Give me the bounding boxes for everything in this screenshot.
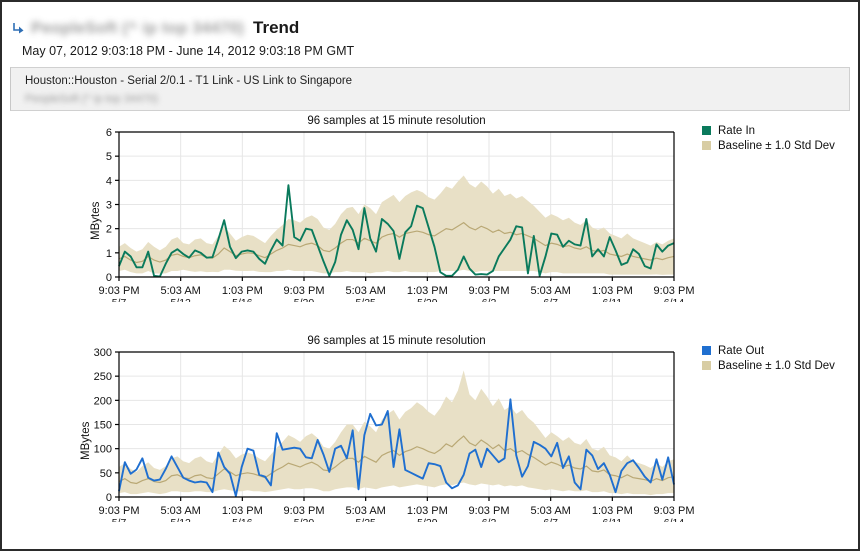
legend-swatch-baseline-in [702, 141, 711, 150]
date-range: May 07, 2012 9:03:18 PM - June 14, 2012 … [22, 44, 355, 58]
device-info-redacted-line: PeopleSoft (^ ip top 34470) [25, 93, 158, 105]
svg-text:2: 2 [106, 224, 112, 236]
svg-text:6/14: 6/14 [664, 297, 685, 302]
svg-text:5/25: 5/25 [355, 517, 376, 522]
svg-text:1: 1 [106, 248, 112, 260]
page-title: PeopleSoft (^ ip top 34470) Trend [12, 18, 858, 40]
legend-label-baseline-in: Baseline ± 1.0 Std Dev [718, 139, 835, 152]
svg-text:5:03 AM: 5:03 AM [160, 505, 200, 517]
device-info-line: Houston::Houston - Serial 2/0.1 - T1 Lin… [25, 75, 353, 87]
svg-text:6/2: 6/2 [482, 297, 497, 302]
svg-text:6/7: 6/7 [543, 517, 558, 522]
svg-text:6/14: 6/14 [664, 517, 685, 522]
legend-swatch-rate-in [702, 126, 711, 135]
svg-text:5/7: 5/7 [112, 517, 127, 522]
svg-text:9:03 PM: 9:03 PM [654, 285, 695, 297]
svg-text:5:03 AM: 5:03 AM [345, 285, 385, 297]
svg-text:50: 50 [100, 468, 112, 480]
svg-text:1:03 PM: 1:03 PM [407, 285, 448, 297]
svg-text:0: 0 [106, 492, 112, 504]
svg-text:5/12: 5/12 [170, 517, 191, 522]
svg-text:5/29: 5/29 [417, 297, 438, 302]
svg-text:6/2: 6/2 [482, 517, 497, 522]
legend-swatch-baseline-out [702, 361, 711, 370]
svg-text:300: 300 [94, 347, 112, 359]
chart-title-rate-out: 96 samples at 15 minute resolution [307, 335, 486, 347]
page-header: PeopleSoft (^ ip top 34470) Trend May 07… [2, 2, 858, 58]
rate-in-chart: 96 samples at 15 minute resolution MByte… [2, 112, 858, 312]
svg-text:250: 250 [94, 371, 112, 383]
svg-text:1:03 PM: 1:03 PM [222, 505, 263, 517]
svg-text:9:03 PM: 9:03 PM [469, 285, 510, 297]
chart-title-rate-in: 96 samples at 15 minute resolution [307, 115, 486, 127]
svg-text:9:03 PM: 9:03 PM [99, 285, 140, 297]
legend-label-baseline-out: Baseline ± 1.0 Std Dev [718, 359, 835, 372]
svg-text:4: 4 [106, 175, 112, 187]
svg-text:150: 150 [94, 420, 112, 432]
svg-text:0: 0 [106, 272, 112, 284]
legend-label-rate-in: Rate In [718, 124, 756, 137]
svg-text:6/11: 6/11 [602, 297, 622, 302]
svg-text:5/7: 5/7 [112, 297, 127, 302]
svg-text:5/12: 5/12 [170, 297, 191, 302]
svg-text:200: 200 [94, 395, 112, 407]
svg-text:1:03 PM: 1:03 PM [222, 285, 263, 297]
svg-text:5/29: 5/29 [417, 517, 438, 522]
legend-swatch-rate-out [702, 346, 711, 355]
down-right-arrow-icon[interactable] [12, 21, 26, 35]
svg-text:9:03 PM: 9:03 PM [654, 505, 695, 517]
svg-text:9:03 PM: 9:03 PM [284, 285, 325, 297]
legend-item-baseline-in[interactable]: Baseline ± 1.0 Std Dev [702, 138, 835, 153]
svg-text:6/7: 6/7 [543, 297, 558, 302]
svg-text:9:03 PM: 9:03 PM [469, 505, 510, 517]
svg-text:100: 100 [94, 444, 112, 456]
svg-text:3: 3 [106, 200, 112, 212]
redacted-object-name: PeopleSoft (^ ip top 34470) [31, 20, 245, 37]
svg-text:5/20: 5/20 [294, 517, 315, 522]
svg-text:1:03 PM: 1:03 PM [407, 505, 448, 517]
legend-item-rate-in[interactable]: Rate In [702, 123, 835, 138]
legend-label-rate-out: Rate Out [718, 344, 765, 357]
svg-text:5:03 AM: 5:03 AM [530, 505, 570, 517]
trend-label: Trend [253, 18, 300, 37]
svg-text:5/20: 5/20 [294, 297, 315, 302]
svg-text:5/25: 5/25 [355, 297, 376, 302]
svg-text:9:03 PM: 9:03 PM [284, 505, 325, 517]
svg-text:5/16: 5/16 [232, 297, 253, 302]
legend-rate-in: Rate In Baseline ± 1.0 Std Dev [702, 123, 835, 153]
svg-text:9:03 PM: 9:03 PM [99, 505, 140, 517]
svg-text:5:03 AM: 5:03 AM [160, 285, 200, 297]
legend-item-rate-out[interactable]: Rate Out [702, 343, 835, 358]
svg-text:5: 5 [106, 151, 112, 163]
legend-rate-out: Rate Out Baseline ± 1.0 Std Dev [702, 343, 835, 373]
svg-text:1:03 PM: 1:03 PM [592, 285, 633, 297]
svg-text:5:03 AM: 5:03 AM [530, 285, 570, 297]
rate-out-chart: 96 samples at 15 minute resolution MByte… [2, 332, 858, 532]
svg-text:5:03 AM: 5:03 AM [345, 505, 385, 517]
legend-item-baseline-out[interactable]: Baseline ± 1.0 Std Dev [702, 358, 835, 373]
svg-text:6/11: 6/11 [602, 517, 622, 522]
device-info-panel: Houston::Houston - Serial 2/0.1 - T1 Lin… [10, 67, 850, 111]
svg-text:1:03 PM: 1:03 PM [592, 505, 633, 517]
svg-text:5/16: 5/16 [232, 517, 253, 522]
svg-text:6: 6 [106, 127, 112, 139]
